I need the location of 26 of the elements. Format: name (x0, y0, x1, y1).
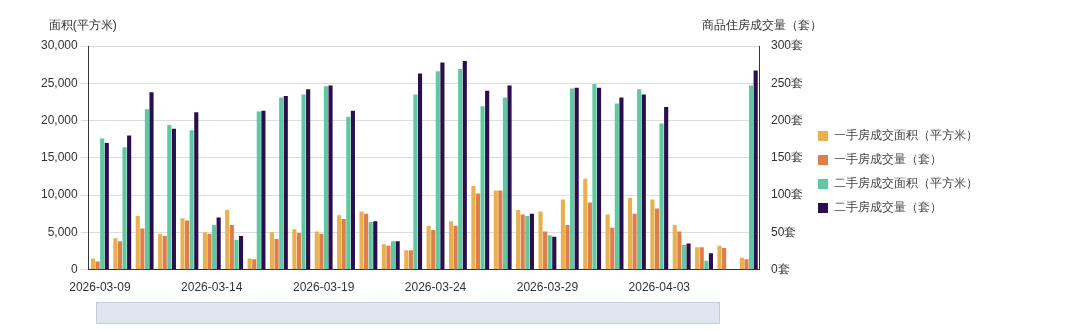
y-tick-label: 5,000 (47, 224, 79, 239)
y-tick-label: 15,000 (41, 150, 79, 165)
y-axis-title: 面积(平方米) (48, 18, 117, 33)
y-tick-label: 20,000 (41, 112, 79, 127)
y2-tick-label: 200套 (770, 112, 804, 127)
legend-label: 一手房成交量（套） (834, 152, 942, 167)
x-tick-label: 2026-03-29 (516, 280, 579, 295)
y-tick-label: 25,000 (41, 75, 79, 90)
x-tick-label: 2026-03-19 (292, 280, 355, 295)
y2-tick-label: 100套 (770, 187, 804, 202)
y2-tick-label: 150套 (770, 150, 804, 165)
x-tick-label: 2026-04-03 (628, 280, 691, 295)
y-tick-label: 30,000 (41, 38, 79, 53)
y-tick-label: 10,000 (41, 187, 79, 202)
legend-label: 二手房成交量（套） (834, 200, 942, 215)
y2-axis-title: 商品住房成交量（套） (701, 18, 822, 33)
x-tick-label: 2026-03-24 (404, 280, 467, 295)
x-tick-label: 2026-03-14 (181, 280, 243, 295)
legend-label: 二手房成交面积（平方米） (834, 176, 978, 191)
y2-tick-label: 250套 (770, 75, 804, 90)
y-tick-label: 0 (71, 261, 79, 276)
legend-label: 一手房成交面积（平方米） (834, 128, 978, 143)
y2-tick-label: 0套 (770, 261, 790, 276)
y2-tick-label: 50套 (770, 224, 797, 239)
y2-tick-label: 300套 (770, 38, 804, 53)
x-tick-label: 2026-03-09 (69, 280, 131, 295)
